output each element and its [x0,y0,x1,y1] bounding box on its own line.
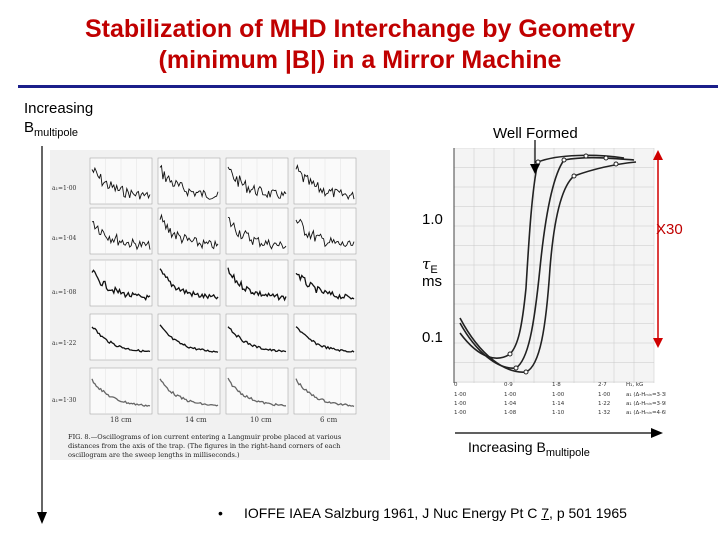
table-cell: 1·32 [598,410,610,416]
x30-double-arrow [653,150,663,348]
caption-line-1: FIG. 8.—Oscillograms of ion current ente… [68,433,342,441]
osc-row-label-2: a₁=1·04 [52,235,77,242]
osc-row-label-5: a₁=1·30 [52,397,77,404]
ms-unit-label: ms [422,273,442,290]
table-header-3: 2·7 [598,382,607,388]
increasing-label: Increasing [24,100,94,117]
reference-bullet: • [218,505,223,521]
table-cell: 1·00 [454,392,467,398]
lifetime-graph: 0 0·9 1·8 2·7 H₁, kG 1·00 1·00 1·00 1·00 a₁ … [453,148,666,416]
table-header-1: 0·9 [504,382,513,388]
x-axis-subscript: multipole [545,447,590,459]
osc-row-label-1: a₁=1·00 [52,185,77,192]
table-cell: 1·00 [598,392,611,398]
bottom-horizontal-arrow [455,428,663,438]
slide-title: Stabilization of MHD Interchange by Geom… [0,14,720,76]
reference-text: IOFFE IAEA Salzburg 1961, J Nuc Energy P… [244,504,627,522]
osc-row-label-3: a₁=1·08 [52,289,77,296]
table-cell: 1·00 [454,401,467,407]
osc-col-label-4: 6 cm [320,416,338,424]
reference-volume: 7 [541,505,550,521]
table-cell: 1·08 [504,410,517,416]
tau-e-label: τE [422,255,438,279]
osc-row-label-4: a₁=1·22 [52,340,77,347]
title-line-1: Stabilization of MHD Interchange by Geom… [84,15,636,43]
caption-line-2: distances from the axis of the trap. (Th… [68,442,341,450]
table-cell: 1·00 [552,392,565,398]
osc-col-label-1: 18 cm [110,416,132,424]
caption-line-3: oscillogram are the sweep lengths in mil… [68,451,240,459]
table-cell: 1·00 [504,392,517,398]
table-header-0: 0 [454,382,458,388]
table-cell: 1·00 [454,410,467,416]
table-cell: a₁ (Δ-Hₘᵢₙ=3·9kG) [626,401,666,407]
table-cell: 1·14 [552,401,565,407]
increasing-b-multipole-label: Increasing Bmultipole [468,438,590,462]
title-underline [18,85,718,88]
table-cell: 1·10 [552,410,565,416]
b-letter: B [24,119,35,136]
multipole-subscript: multipole [34,127,79,139]
left-vertical-arrow [37,146,47,524]
tau-subscript: E [430,264,438,276]
x-axis-label-text: Increasing B [468,439,546,455]
graph-curves [459,154,637,373]
tick-label-1-0: 1.0 [422,211,443,228]
table-cell: 1·04 [504,401,517,407]
well-formed-label: Well Formed [493,125,578,142]
tick-label-0-1: 0.1 [422,329,443,346]
table-header-4: H₁, kG [626,382,643,388]
x30-label: X30 [656,221,683,238]
well-formed-arrow [530,140,540,174]
table-cell: 1·22 [598,401,610,407]
reference-part-1: IOFFE IAEA Salzburg 1961, J Nuc Energy P… [244,505,542,521]
reference-part-2: , p 501 1965 [549,505,627,521]
oscillogram-figure: a₁=1·00 a₁=1·04 a₁=1·08 a₁=1·22 a₁=1·30 … [50,150,390,460]
oscillogram-traces [91,163,355,408]
table-header-2: 1·8 [552,382,561,388]
tau-symbol: τ [422,255,431,273]
osc-col-label-3: 10 cm [250,416,272,424]
osc-col-label-2: 14 cm [185,416,207,424]
title-line-2: (minimum |B|) in a Mirror Machine [158,46,562,74]
b-multipole-label: Bmultipole [24,119,78,142]
graph-table: 0 0·9 1·8 2·7 H₁, kG 1·00 1·00 1·00 1·00 a₁ … [454,382,666,416]
table-cell: a₁ (Δ-Hₘᵢₙ=3·3kG) [626,392,666,398]
table-cell: a₁ (Δ-Hₘᵢₙ=4·6kG) [626,410,666,416]
